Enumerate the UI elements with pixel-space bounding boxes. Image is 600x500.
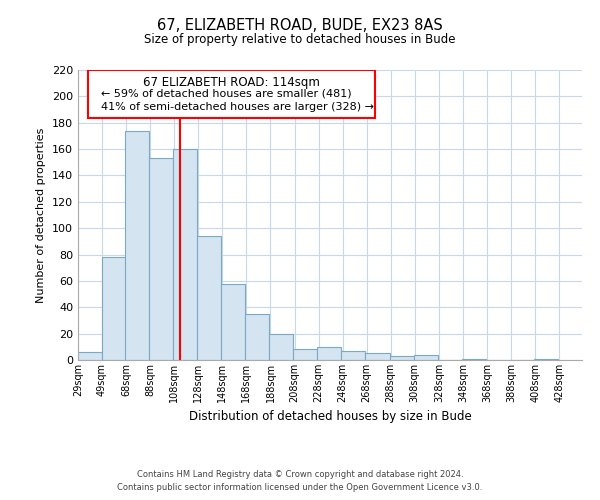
- Bar: [269, 334, 293, 360]
- Bar: [221, 284, 245, 360]
- Bar: [293, 350, 317, 360]
- Text: 41% of semi-detached houses are larger (328) →: 41% of semi-detached houses are larger (…: [101, 102, 374, 112]
- Bar: [365, 354, 389, 360]
- Bar: [245, 314, 269, 360]
- FancyBboxPatch shape: [88, 70, 376, 118]
- Bar: [173, 149, 197, 360]
- Bar: [197, 236, 221, 360]
- Bar: [78, 352, 102, 360]
- Bar: [341, 351, 365, 360]
- Bar: [462, 358, 486, 360]
- Text: ← 59% of detached houses are smaller (481): ← 59% of detached houses are smaller (48…: [101, 89, 352, 99]
- Text: 67, ELIZABETH ROAD, BUDE, EX23 8AS: 67, ELIZABETH ROAD, BUDE, EX23 8AS: [157, 18, 443, 32]
- Bar: [534, 358, 558, 360]
- Bar: [413, 354, 437, 360]
- Text: 67 ELIZABETH ROAD: 114sqm: 67 ELIZABETH ROAD: 114sqm: [143, 76, 320, 89]
- Bar: [125, 130, 149, 360]
- Bar: [389, 356, 413, 360]
- Text: Size of property relative to detached houses in Bude: Size of property relative to detached ho…: [144, 32, 456, 46]
- Text: Contains HM Land Registry data © Crown copyright and database right 2024.
Contai: Contains HM Land Registry data © Crown c…: [118, 470, 482, 492]
- Bar: [102, 257, 126, 360]
- Y-axis label: Number of detached properties: Number of detached properties: [37, 128, 46, 302]
- Bar: [317, 347, 341, 360]
- Bar: [149, 158, 173, 360]
- X-axis label: Distribution of detached houses by size in Bude: Distribution of detached houses by size …: [188, 410, 472, 424]
